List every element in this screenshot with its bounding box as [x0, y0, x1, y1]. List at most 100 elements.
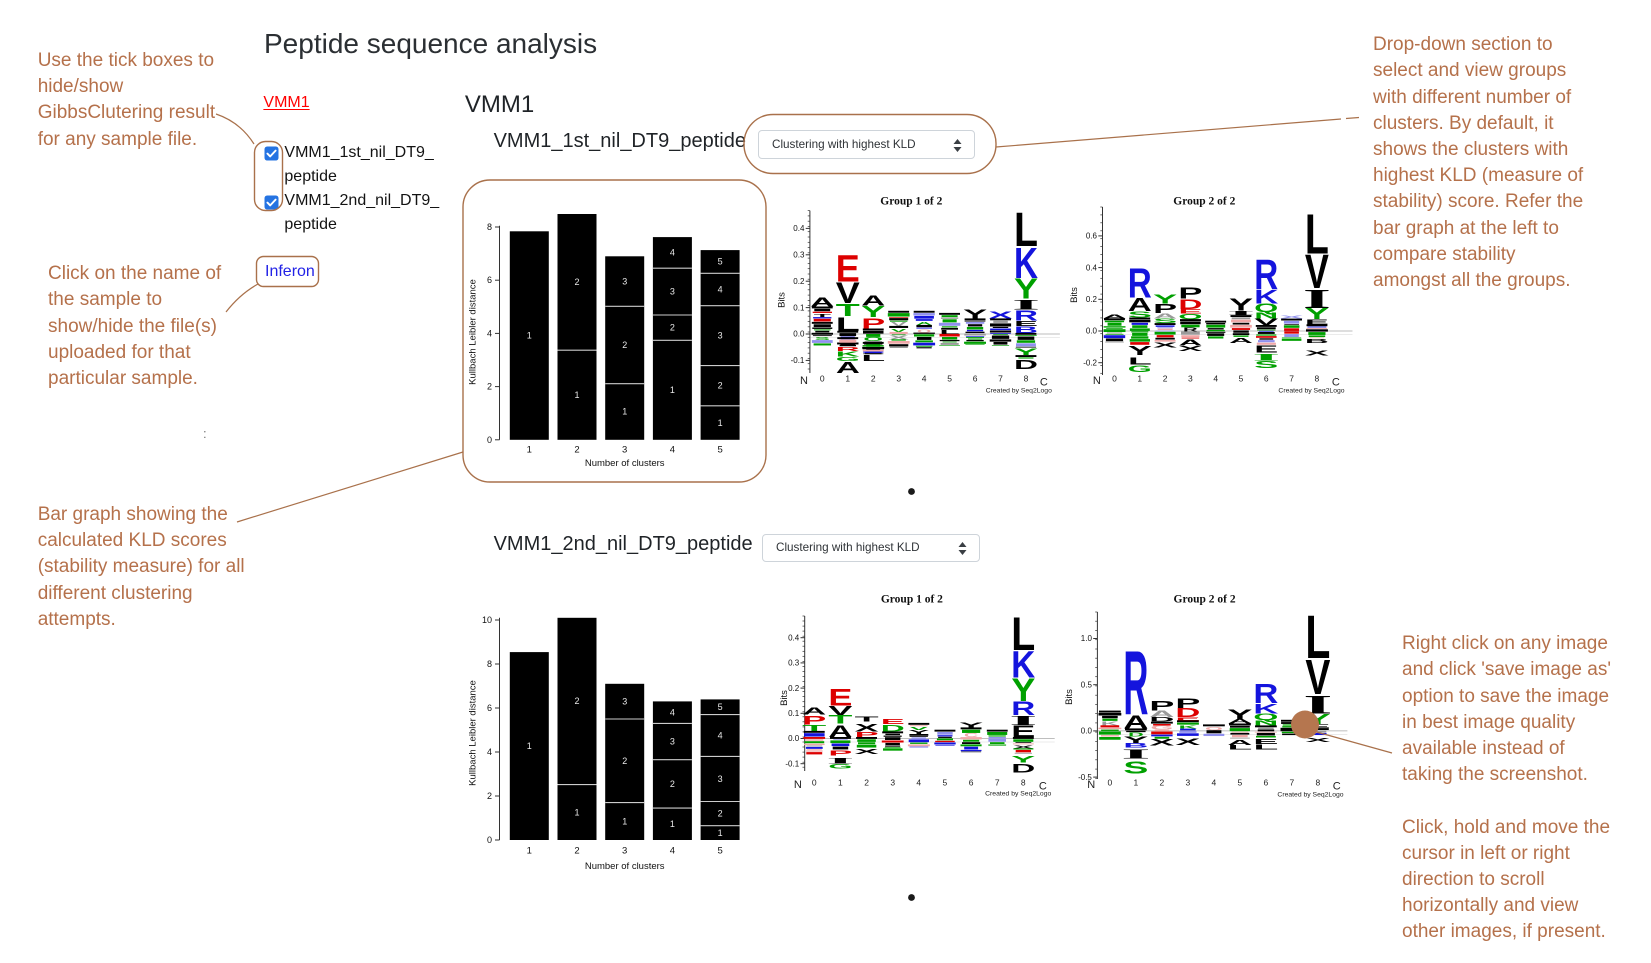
- svg-text:Bits: Bits: [779, 690, 790, 706]
- svg-text:X: X: [855, 721, 879, 733]
- svg-text:N: N: [794, 779, 802, 791]
- svg-text:V: V: [891, 321, 908, 327]
- svg-text:1: 1: [718, 828, 723, 838]
- svg-text:V: V: [910, 726, 928, 731]
- svg-text:4: 4: [487, 747, 492, 757]
- svg-text:1: 1: [718, 418, 723, 428]
- svg-text:L: L: [1305, 203, 1329, 266]
- svg-text:0.2: 0.2: [788, 684, 800, 693]
- svg-text:R: R: [1183, 327, 1198, 332]
- svg-text:1: 1: [527, 445, 532, 456]
- svg-text:T: T: [814, 313, 832, 318]
- svg-text:Q: Q: [1254, 301, 1278, 314]
- svg-text:I: I: [1121, 746, 1150, 761]
- svg-text:1: 1: [622, 816, 627, 826]
- svg-text:K: K: [836, 350, 861, 358]
- svg-text:R: R: [1253, 678, 1278, 709]
- svg-text:3: 3: [622, 445, 627, 456]
- svg-text:D: D: [1014, 358, 1038, 372]
- svg-text:0.2: 0.2: [793, 277, 805, 286]
- svg-text:E: E: [1014, 319, 1038, 328]
- svg-text:2: 2: [487, 382, 492, 392]
- svg-text:Y: Y: [1011, 754, 1036, 765]
- svg-text:A: A: [802, 706, 826, 717]
- svg-text:X: X: [988, 309, 1013, 320]
- svg-text:D: D: [881, 723, 905, 733]
- svg-text:N: N: [1254, 311, 1278, 321]
- svg-text:Group 1 of 2: Group 1 of 2: [880, 196, 942, 208]
- svg-text:0.3: 0.3: [793, 251, 805, 260]
- svg-text:2: 2: [718, 809, 723, 819]
- svg-text:8: 8: [1315, 374, 1320, 384]
- svg-text:A: A: [1178, 338, 1202, 348]
- svg-text:5: 5: [717, 445, 722, 456]
- svg-text:V: V: [1254, 317, 1279, 327]
- svg-text:4: 4: [670, 248, 675, 258]
- svg-text:-0.2: -0.2: [1083, 358, 1097, 367]
- svg-text:Number of clusters: Number of clusters: [585, 861, 665, 872]
- svg-text:K: K: [1011, 643, 1035, 686]
- svg-text:C: C: [1332, 377, 1340, 389]
- svg-text:S: S: [1153, 318, 1177, 325]
- svg-text:Number of clusters: Number of clusters: [585, 458, 665, 469]
- svg-text:3: 3: [622, 696, 627, 706]
- svg-text:A: A: [1128, 295, 1152, 316]
- svg-text:1: 1: [1137, 374, 1142, 384]
- svg-text:K: K: [1101, 720, 1120, 726]
- svg-text:Y: Y: [1227, 706, 1252, 722]
- svg-text:E: E: [881, 718, 905, 725]
- svg-text:D: D: [1128, 732, 1144, 738]
- svg-text:Bits: Bits: [777, 292, 788, 308]
- svg-text:Y: Y: [1014, 273, 1038, 304]
- svg-text:Created by Seq2Logo: Created by Seq2Logo: [1278, 388, 1344, 395]
- svg-text:4: 4: [922, 374, 927, 384]
- svg-text:6: 6: [1264, 778, 1269, 788]
- svg-text:1: 1: [838, 778, 843, 788]
- svg-text:Q: Q: [917, 328, 931, 334]
- svg-text:P: P: [1178, 285, 1202, 302]
- svg-text:P: P: [1153, 301, 1177, 315]
- svg-text:P: P: [1149, 698, 1174, 714]
- svg-text:N: N: [1253, 719, 1278, 727]
- svg-text:G: G: [1150, 725, 1173, 731]
- svg-text:2: 2: [574, 696, 579, 706]
- svg-text:E: E: [1175, 716, 1200, 721]
- svg-text:0.0: 0.0: [793, 330, 805, 339]
- svg-text:N: N: [800, 375, 808, 387]
- svg-text:E: E: [828, 684, 852, 711]
- svg-text:2: 2: [670, 779, 675, 789]
- svg-text:0: 0: [487, 435, 492, 445]
- svg-text:10: 10: [482, 615, 492, 625]
- svg-text:5: 5: [1238, 778, 1243, 788]
- svg-text:4: 4: [1213, 374, 1218, 384]
- svg-text:E: E: [1178, 308, 1202, 315]
- svg-text:0.0: 0.0: [788, 734, 800, 743]
- svg-text:2: 2: [1163, 374, 1168, 384]
- svg-text:R: R: [836, 346, 860, 352]
- svg-text:Q: Q: [1205, 726, 1223, 731]
- svg-text:Q: Q: [1253, 712, 1278, 722]
- svg-text:0: 0: [487, 835, 492, 845]
- svg-text:X: X: [1149, 738, 1174, 748]
- svg-text:S: S: [1123, 758, 1148, 778]
- svg-text:0.0: 0.0: [1086, 327, 1098, 336]
- svg-text:T: T: [802, 723, 827, 733]
- svg-text:8: 8: [1024, 374, 1029, 384]
- svg-text:Y: Y: [1128, 343, 1152, 357]
- svg-text:0.1: 0.1: [788, 709, 800, 718]
- svg-text:D: D: [1178, 297, 1202, 313]
- svg-text:4: 4: [670, 445, 675, 456]
- svg-text:3: 3: [718, 774, 723, 784]
- svg-text:S: S: [1254, 359, 1278, 370]
- svg-text:X: X: [1153, 341, 1178, 350]
- svg-text:Group 2 of 2: Group 2 of 2: [1174, 594, 1236, 606]
- svg-text:1: 1: [574, 807, 579, 817]
- svg-text:T: T: [828, 713, 852, 726]
- svg-text:R: R: [1011, 698, 1035, 720]
- svg-text:-0.5: -0.5: [1078, 773, 1092, 782]
- svg-text:A: A: [1103, 314, 1127, 320]
- svg-text:K: K: [1014, 239, 1038, 287]
- svg-text:N: N: [1087, 779, 1095, 791]
- svg-text:2: 2: [574, 445, 579, 456]
- svg-text:7: 7: [995, 778, 1000, 788]
